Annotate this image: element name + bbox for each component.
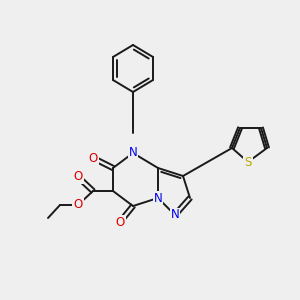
Text: O: O xyxy=(74,170,82,184)
Text: O: O xyxy=(88,152,98,164)
Text: N: N xyxy=(171,208,179,221)
Text: S: S xyxy=(244,155,252,169)
Text: N: N xyxy=(129,146,137,160)
Text: O: O xyxy=(74,199,82,212)
Text: N: N xyxy=(154,191,162,205)
Text: O: O xyxy=(116,215,124,229)
